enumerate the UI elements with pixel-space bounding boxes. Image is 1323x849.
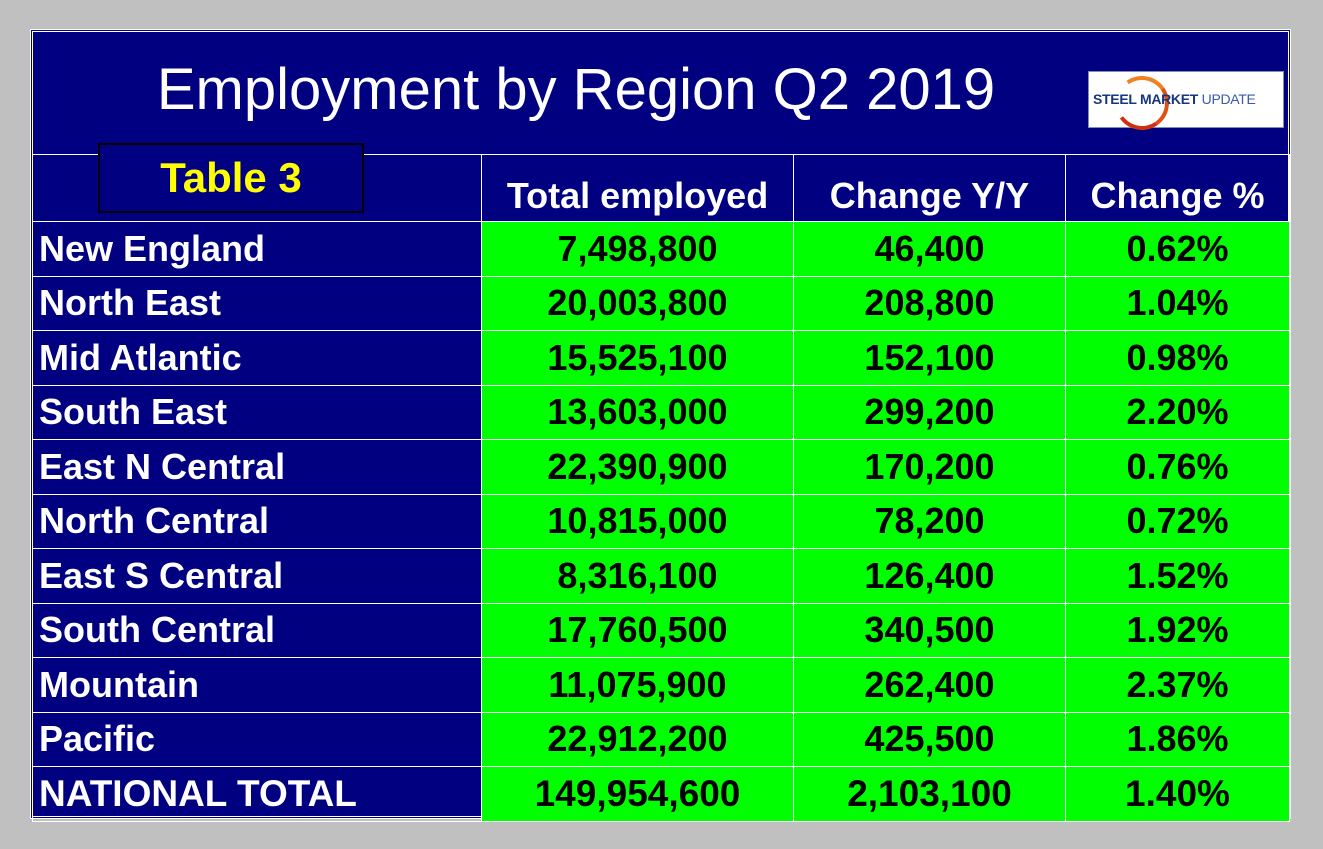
table-row: East S Central 8,316,100 126,400 1.52% [32, 548, 1290, 604]
change-pct-cell: 1.52% [1065, 548, 1290, 604]
steel-market-update-logo: STEEL MARKET UPDATE [1088, 71, 1284, 135]
total-employed-cell: 10,815,000 [481, 493, 794, 549]
region-label: East S Central [32, 548, 482, 604]
total-employed-cell: 22,912,200 [481, 711, 794, 767]
change-yy-cell: 78,200 [793, 493, 1066, 549]
change-pct-cell: 0.98% [1065, 330, 1290, 386]
table-row: North Central 10,815,000 78,200 0.72% [32, 493, 1290, 549]
logo-text: STEEL MARKET UPDATE [1093, 91, 1256, 107]
region-label: South Central [32, 602, 482, 658]
region-label: North Central [32, 493, 482, 549]
change-yy-cell: 340,500 [793, 602, 1066, 658]
change-yy-cell: 126,400 [793, 548, 1066, 604]
table-row: Mountain 11,075,900 262,400 2.37% [32, 657, 1290, 713]
change-pct-cell: 2.37% [1065, 657, 1290, 713]
change-yy-cell: 152,100 [793, 330, 1066, 386]
change-yy-cell: 46,400 [793, 221, 1066, 277]
total-employed-cell: 13,603,000 [481, 384, 794, 440]
table-row: Pacific 22,912,200 425,500 1.86% [32, 711, 1290, 767]
total-employed-cell: 15,525,100 [481, 330, 794, 386]
change-yy-cell: 208,800 [793, 275, 1066, 331]
total-employed-cell: 17,760,500 [481, 602, 794, 658]
page-title: Employment by Region Q2 2019 [156, 57, 996, 122]
total-employed-cell: 11,075,900 [481, 657, 794, 713]
region-label: NATIONAL TOTAL [32, 766, 482, 822]
change-pct-cell: 0.72% [1065, 493, 1290, 549]
change-yy-cell: 170,200 [793, 439, 1066, 495]
total-employed-cell: 20,003,800 [481, 275, 794, 331]
table-row: East N Central 22,390,900 170,200 0.76% [32, 439, 1290, 495]
table-row: Mid Atlantic 15,525,100 152,100 0.98% [32, 330, 1290, 386]
column-header: Change Y/Y [793, 154, 1066, 222]
total-employed-cell: 7,498,800 [481, 221, 794, 277]
change-yy-cell: 299,200 [793, 384, 1066, 440]
change-pct-cell: 2.20% [1065, 384, 1290, 440]
column-header: Change % [1065, 154, 1290, 222]
employment-table: Total employed Change Y/Y Change % New Eng… [32, 154, 1290, 822]
change-pct-cell: 1.92% [1065, 602, 1290, 658]
table-row: South Central 17,760,500 340,500 1.92% [32, 602, 1290, 658]
table-row: North East 20,003,800 208,800 1.04% [32, 275, 1290, 331]
total-employed-cell: 149,954,600 [481, 766, 794, 822]
change-yy-cell: 425,500 [793, 711, 1066, 767]
region-label: East N Central [32, 439, 482, 495]
total-employed-cell: 8,316,100 [481, 548, 794, 604]
table-row: South East 13,603,000 299,200 2.20% [32, 384, 1290, 440]
table-number-label: Table 3 [98, 143, 364, 213]
change-pct-cell: 1.04% [1065, 275, 1290, 331]
table-row: NATIONAL TOTAL 149,954,600 2,103,100 1.40% [32, 766, 1290, 822]
column-header: Total employed [481, 154, 794, 222]
change-pct-cell: 0.76% [1065, 439, 1290, 495]
change-pct-cell: 1.40% [1065, 766, 1290, 822]
region-label: Pacific [32, 711, 482, 767]
change-pct-cell: 0.62% [1065, 221, 1290, 277]
region-label: South East [32, 384, 482, 440]
region-label: North East [32, 275, 482, 331]
change-yy-cell: 262,400 [793, 657, 1066, 713]
region-label: Mid Atlantic [32, 330, 482, 386]
table-frame: Employment by Region Q2 2019 STEEL MARKE… [30, 29, 1291, 822]
region-label: New England [32, 221, 482, 277]
change-yy-cell: 2,103,100 [793, 766, 1066, 822]
region-label: Mountain [32, 657, 482, 713]
table-row: New England 7,498,800 46,400 0.62% [32, 221, 1290, 277]
change-pct-cell: 1.86% [1065, 711, 1290, 767]
total-employed-cell: 22,390,900 [481, 439, 794, 495]
